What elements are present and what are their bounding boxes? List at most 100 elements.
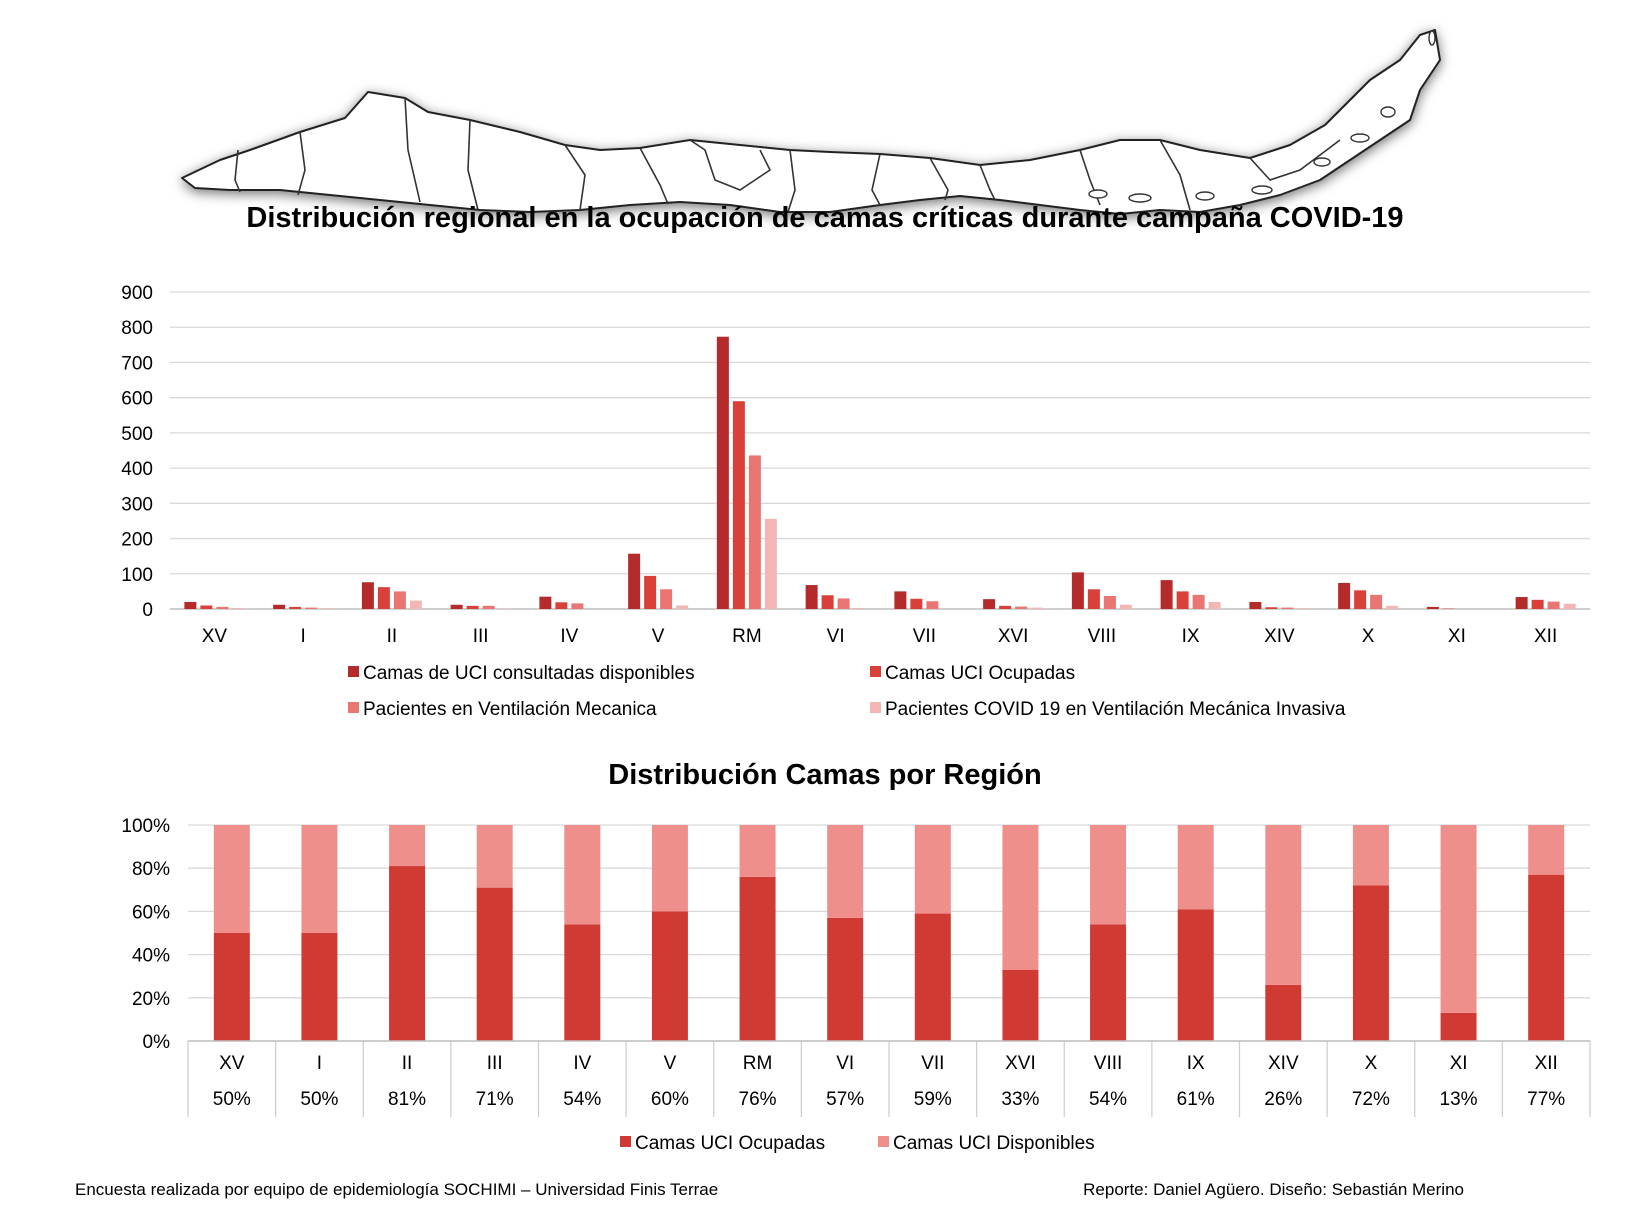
chart1-bar — [482, 605, 495, 609]
chart2-table-percent: 60% — [651, 1089, 689, 1110]
chart2-bar-available — [1265, 825, 1302, 985]
chart1-bar — [676, 605, 689, 609]
chart1-bar — [821, 595, 834, 609]
chart1-bar — [999, 605, 1012, 609]
chart2-bar-occupied — [651, 911, 688, 1041]
chart1-bar — [200, 605, 213, 609]
chart1-bar — [1386, 605, 1399, 609]
chart2-bar-occupied — [301, 933, 338, 1041]
chart2-table-percent: 26% — [1264, 1089, 1302, 1110]
chart1-bar — [1103, 595, 1116, 609]
chart1-bar — [805, 585, 818, 609]
chart2-bar-available — [1002, 825, 1039, 970]
chart2-category-label: III — [487, 1053, 503, 1074]
chart2-legend-label: Camas UCI Disponibles — [893, 1133, 1095, 1154]
chart2-bar-available — [651, 825, 688, 912]
chart1-legend-label: Pacientes en Ventilación Mecanica — [363, 699, 657, 720]
chart2-bar-available — [1352, 825, 1389, 886]
chart1-category-label: IX — [1182, 626, 1200, 647]
chart2-bar-occupied — [564, 924, 601, 1041]
chart2-bar-available — [476, 825, 513, 888]
chart2-table-percent: 33% — [1001, 1089, 1039, 1110]
chart2-bar-occupied — [1440, 1012, 1477, 1041]
chart1-ytick-label: 400 — [121, 459, 153, 480]
chart2-category-label: II — [402, 1053, 413, 1074]
chart1-bar — [305, 607, 318, 609]
chart1-bar — [1531, 599, 1544, 609]
chart2-ytick-label: 0% — [143, 1032, 171, 1053]
chart1-category-label: XV — [202, 626, 228, 647]
chart2-category-label: IX — [1187, 1053, 1205, 1074]
chart2-table-percent: 54% — [1089, 1089, 1127, 1110]
chart2-legend-swatch — [878, 1136, 889, 1147]
chart2-bar-occupied — [213, 933, 250, 1041]
chart2-bar-occupied — [914, 913, 951, 1041]
chart1-bar — [894, 591, 907, 609]
chart1-bar — [466, 605, 479, 609]
chart1-bar — [555, 602, 568, 609]
chart2-category-label: XVI — [1005, 1053, 1036, 1074]
chart1-legend-label: Pacientes COVID 19 en Ventilación Mecáni… — [885, 699, 1346, 720]
chart2-bar-available — [914, 825, 951, 914]
chart2-bar-available — [1177, 825, 1214, 910]
footer-report-credit: Reporte: Daniel Agüero. Diseño: Sebastiá… — [1083, 1180, 1464, 1199]
chart2-bar-occupied — [476, 887, 513, 1041]
chart2-table-percent: 71% — [476, 1089, 514, 1110]
chart1-bar — [748, 455, 761, 609]
chart1-category-label: VIII — [1088, 626, 1117, 647]
chart1-bar — [1265, 607, 1278, 609]
chart1-ytick-label: 300 — [121, 494, 153, 515]
chart2-bar-available — [389, 825, 426, 867]
chart1-bar — [1547, 601, 1560, 609]
chart2-table-percent: 54% — [563, 1089, 601, 1110]
chart2-category-label: IV — [573, 1053, 591, 1074]
chart2-title: Distribución Camas por Región — [608, 759, 1042, 791]
chart1-category-label: XVI — [998, 626, 1029, 647]
chart1-bar — [232, 607, 245, 609]
chart2-ytick-label: 80% — [132, 859, 170, 880]
chart2-bar-available — [739, 825, 776, 877]
chart1-legend-swatch — [348, 666, 359, 677]
chart2-bar-occupied — [1177, 909, 1214, 1041]
chart1-bar — [628, 553, 641, 609]
chart1-bar — [1338, 582, 1351, 609]
chart1-ytick-label: 800 — [121, 318, 153, 339]
chart1-category-label: III — [473, 626, 489, 647]
chart2-ytick-label: 60% — [132, 902, 170, 923]
chart2-category-label: VIII — [1094, 1053, 1123, 1074]
chart2-category-label: XI — [1450, 1053, 1468, 1074]
chart2-ytick-label: 100% — [121, 816, 170, 837]
chart2-bar-available — [301, 825, 338, 933]
chart1-bar — [361, 582, 374, 609]
chart2-bar-available — [1528, 825, 1565, 875]
chart2-bar-occupied — [389, 866, 426, 1041]
chart2-legend-swatch — [620, 1136, 631, 1147]
chart1-bar — [1176, 591, 1189, 609]
chart1-legend-swatch — [348, 702, 359, 713]
chart2-category-label: XV — [219, 1053, 245, 1074]
chart1-ytick-label: 200 — [121, 530, 153, 551]
chart1-title: Distribución regional en la ocupación de… — [246, 202, 1404, 234]
chart1-bar — [539, 596, 552, 609]
chile-map-islands — [1088, 30, 1436, 203]
chart1-category-label: XIV — [1264, 626, 1295, 647]
chart2-bar-occupied — [1090, 924, 1127, 1041]
chile-map-illustration — [181, 29, 1441, 215]
chart1-ytick-label: 700 — [121, 353, 153, 374]
chart1-bar — [1354, 590, 1367, 609]
chart2-category-label: X — [1365, 1053, 1378, 1074]
chart2-table-percent: 50% — [300, 1089, 338, 1110]
chart2-table-percent: 77% — [1527, 1089, 1565, 1110]
chart1-ytick-label: 600 — [121, 389, 153, 410]
chart1-bar — [1563, 603, 1576, 609]
chart1-category-label: RM — [732, 626, 762, 647]
chart1-bar — [409, 600, 422, 609]
chart1-bar — [1426, 606, 1439, 609]
chart1-bar — [216, 606, 229, 609]
chart1-bar — [1192, 594, 1205, 609]
chart1-bar — [660, 589, 673, 609]
chart1-category-label: XI — [1448, 626, 1466, 647]
chart1-legend-label: Camas UCI Ocupadas — [885, 663, 1075, 684]
chart2-table-percent: 13% — [1440, 1089, 1478, 1110]
